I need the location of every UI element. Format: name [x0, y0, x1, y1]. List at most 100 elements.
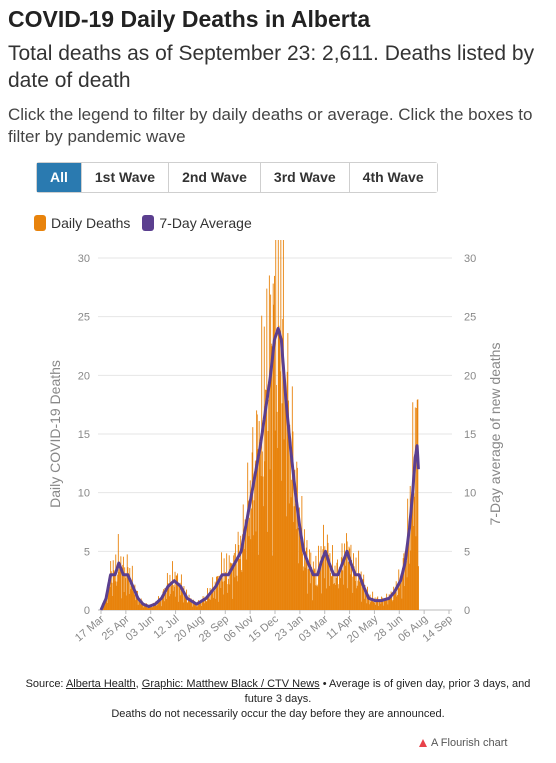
flourish-branding[interactable]: A Flourish chart — [418, 737, 507, 749]
daily-deaths-bar — [341, 543, 343, 610]
daily-deaths-bar — [263, 326, 265, 610]
chart-legend: Daily Deaths 7-Day Average — [34, 215, 252, 231]
daily-deaths-bar — [284, 381, 286, 610]
daily-deaths-bar — [390, 591, 392, 610]
daily-deaths-bar — [296, 461, 298, 610]
daily-deaths-bar — [189, 601, 191, 610]
filter-2nd-wave-button[interactable]: 2nd Wave — [169, 163, 261, 192]
daily-deaths-bar — [159, 599, 161, 610]
daily-deaths-bar — [395, 590, 397, 610]
daily-deaths-bar — [123, 591, 125, 610]
daily-deaths-bar — [402, 558, 404, 610]
daily-deaths-bar — [303, 566, 305, 610]
daily-deaths-bar — [270, 343, 272, 610]
daily-deaths-bar — [295, 503, 296, 610]
daily-deaths-bar — [177, 573, 179, 610]
daily-deaths-bar — [120, 556, 122, 610]
daily-deaths-bar — [386, 599, 388, 610]
daily-deaths-bar — [394, 592, 396, 610]
daily-deaths-bar — [400, 574, 402, 610]
daily-deaths-bar — [316, 585, 317, 610]
filter-3rd-wave-button[interactable]: 3rd Wave — [260, 163, 350, 192]
daily-deaths-bar — [300, 540, 302, 610]
daily-deaths-bar — [316, 584, 318, 610]
daily-deaths-bar — [391, 601, 393, 610]
daily-deaths-bar — [159, 598, 161, 610]
daily-deaths-bar — [262, 476, 264, 610]
daily-deaths-bar — [327, 542, 329, 610]
daily-deaths-bar — [260, 476, 262, 610]
daily-deaths-bar — [180, 595, 182, 610]
daily-deaths-bar — [373, 601, 375, 610]
daily-deaths-bar — [180, 574, 182, 610]
daily-deaths-bar — [217, 575, 219, 610]
daily-deaths-bar — [368, 604, 370, 610]
y-axis-title-right: 7-Day average of new deaths — [487, 343, 503, 526]
source-link-alberta-health[interactable]: Alberta Health — [65, 678, 136, 690]
daily-deaths-bar — [317, 586, 319, 610]
daily-deaths-bar — [272, 555, 274, 610]
daily-deaths-bar — [198, 603, 200, 610]
filter-1st-wave-button[interactable]: 1st Wave — [81, 163, 170, 192]
daily-deaths-bar — [241, 572, 243, 610]
daily-deaths-bar — [245, 529, 247, 610]
daily-deaths-bar — [366, 603, 368, 610]
daily-deaths-bar — [349, 574, 351, 610]
daily-deaths-bar — [390, 598, 391, 610]
daily-deaths-bar — [203, 598, 205, 610]
daily-deaths-bar — [302, 570, 304, 610]
daily-deaths-bar — [164, 588, 166, 610]
filter-all-button[interactable]: All — [37, 163, 82, 192]
daily-deaths-bar — [152, 607, 154, 610]
daily-deaths-bar — [202, 596, 204, 610]
daily-deaths-bar — [110, 561, 112, 610]
legend-item-daily-deaths[interactable]: Daily Deaths — [34, 215, 130, 231]
daily-deaths-bar — [231, 563, 233, 610]
daily-deaths-bar — [282, 240, 284, 611]
daily-deaths-bar — [104, 602, 106, 610]
daily-deaths-bar — [232, 563, 234, 610]
daily-deaths-bar — [131, 586, 133, 610]
legend-swatch-daily — [34, 215, 46, 231]
daily-deaths-bar — [337, 588, 339, 610]
daily-deaths-bar — [136, 590, 138, 610]
daily-deaths-bar — [275, 240, 277, 610]
daily-deaths-bar — [321, 593, 323, 610]
daily-deaths-bar — [409, 563, 411, 610]
daily-deaths-bar — [363, 574, 365, 610]
daily-deaths-bar — [271, 346, 273, 610]
daily-deaths-bar — [397, 595, 398, 610]
daily-deaths-bar — [121, 568, 123, 610]
daily-deaths-bar — [365, 593, 367, 610]
wave-filter-group: All 1st Wave 2nd Wave 3rd Wave 4th Wave — [36, 162, 438, 193]
daily-deaths-bar — [370, 602, 372, 610]
daily-deaths-bar — [384, 598, 386, 610]
daily-deaths-bar — [154, 604, 156, 610]
daily-deaths-bar — [288, 400, 289, 610]
daily-deaths-bar — [277, 448, 279, 610]
daily-deaths-bar — [203, 603, 205, 610]
source-link-graphic[interactable]: Graphic: Matthew Black / CTV News — [141, 678, 320, 690]
daily-deaths-bar — [384, 600, 386, 610]
daily-deaths-bar — [323, 578, 325, 610]
filter-4th-wave-button[interactable]: 4th Wave — [349, 163, 437, 192]
daily-deaths-bar — [323, 524, 324, 610]
daily-deaths-bar — [266, 288, 268, 610]
daily-deaths-bar — [305, 551, 307, 610]
daily-deaths-bar — [110, 571, 112, 610]
daily-deaths-bar — [382, 601, 384, 610]
daily-deaths-bar — [124, 578, 126, 610]
daily-deaths-bar — [196, 606, 198, 610]
daily-deaths-bar — [358, 550, 360, 610]
legend-item-7-day-average[interactable]: 7-Day Average — [142, 215, 252, 231]
daily-deaths-bar — [208, 596, 210, 610]
daily-deaths-bar — [212, 577, 214, 610]
daily-deaths-bar — [265, 389, 267, 610]
legend-label-average: 7-Day Average — [159, 215, 252, 231]
y-tick-label-right: 20 — [464, 370, 476, 382]
daily-deaths-bar — [353, 553, 354, 610]
source-comma: , — [135, 678, 142, 690]
daily-deaths-bar — [249, 480, 251, 610]
daily-deaths-bar — [363, 598, 365, 610]
daily-deaths-bar — [307, 569, 309, 610]
